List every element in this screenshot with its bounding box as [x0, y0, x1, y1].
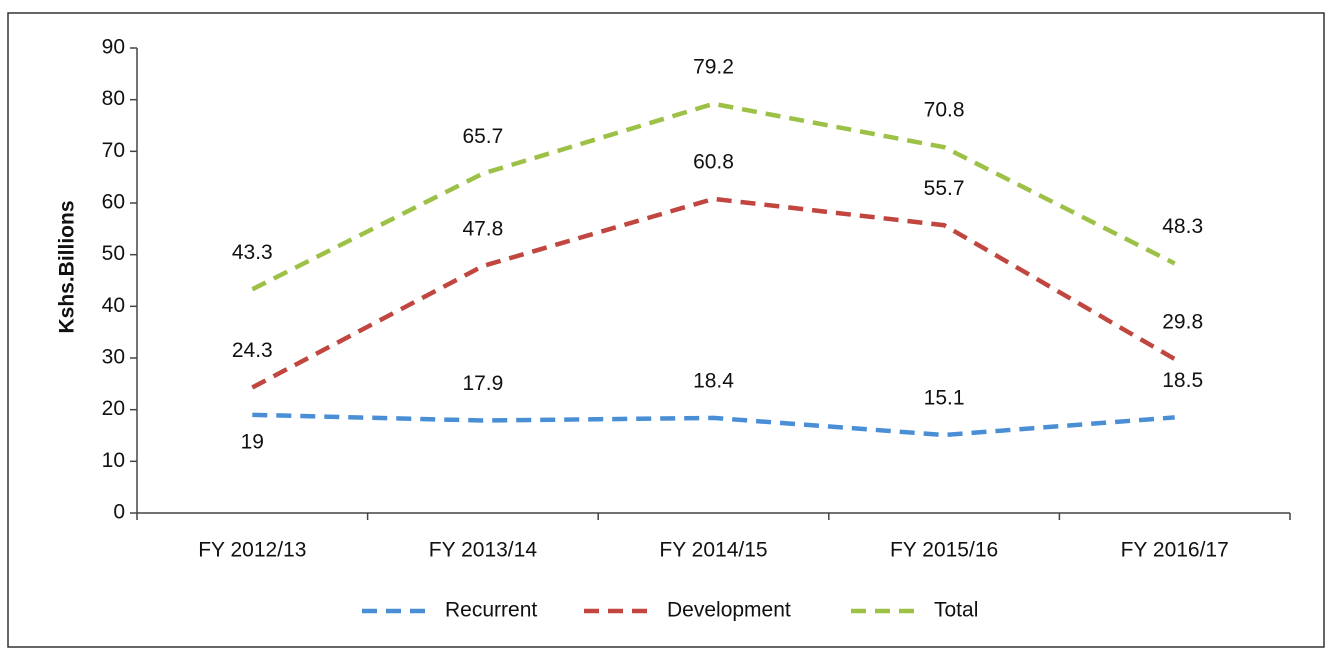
data-label: 70.8	[924, 99, 965, 122]
data-label: 60.8	[693, 150, 734, 173]
chart-border	[7, 12, 1325, 648]
x-tick-label: FY 2013/14	[429, 539, 538, 562]
data-label: 15.1	[924, 387, 965, 410]
y-tick-label: 20	[102, 397, 125, 420]
series-line	[252, 412, 1175, 438]
data-label: 79.2	[693, 55, 734, 78]
x-tick-label: FY 2014/15	[659, 539, 767, 562]
data-label: 48.3	[1162, 215, 1203, 238]
data-label: 24.3	[232, 339, 273, 362]
legend-label: Development	[667, 599, 791, 622]
x-tick-label: FY 2016/17	[1121, 539, 1229, 562]
y-tick-label: 0	[113, 501, 125, 524]
y-tick-label: 10	[102, 449, 125, 472]
y-tick-label: 80	[102, 87, 125, 110]
y-tick-label: 30	[102, 346, 125, 369]
data-label: 47.8	[462, 218, 503, 241]
data-label: 17.9	[462, 372, 503, 395]
data-label: 43.3	[232, 241, 273, 264]
series-line	[251, 196, 1176, 390]
y-tick-label: 60	[102, 191, 125, 214]
data-label: 18.5	[1162, 369, 1203, 392]
series-line	[251, 101, 1176, 292]
x-tick-label: FY 2012/13	[198, 539, 306, 562]
legend-label: Total	[934, 599, 978, 622]
legend-label: Recurrent	[445, 599, 537, 622]
y-tick-label: 90	[102, 36, 125, 59]
x-tick-label: FY 2015/16	[890, 539, 998, 562]
data-label: 29.8	[1162, 311, 1203, 334]
y-tick-label: 50	[102, 242, 125, 265]
data-label: 18.4	[693, 369, 734, 392]
y-tick-label: 40	[102, 294, 125, 317]
y-axis-title: Kshs.Billions	[56, 200, 79, 333]
data-label: 65.7	[462, 125, 503, 148]
data-label: 19	[241, 430, 264, 453]
y-tick-label: 70	[102, 139, 125, 162]
data-label: 55.7	[924, 177, 965, 200]
